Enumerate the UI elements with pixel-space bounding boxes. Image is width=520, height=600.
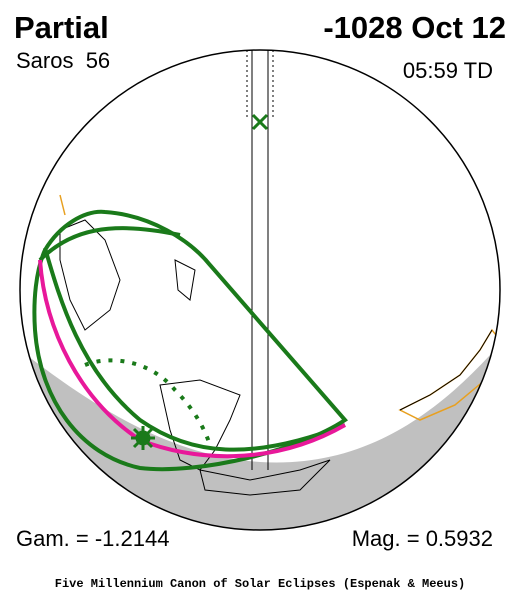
greatest-eclipse-marker — [131, 426, 155, 450]
coastline — [399, 329, 493, 411]
credit: Five Millennium Canon of Solar Eclipses … — [55, 577, 465, 591]
coastline — [59, 219, 331, 496]
dotted-limit — [84, 358, 212, 446]
globe-body — [20, 50, 500, 530]
coastline-day — [59, 194, 66, 216]
gamma: Gam. = -1.2144 — [16, 526, 169, 551]
penumbra-limit — [38, 226, 181, 262]
sub-solar-marker — [251, 113, 269, 131]
time: 05:59 TD — [403, 58, 493, 83]
globe-outline — [19, 49, 501, 531]
title: Partial — [14, 10, 109, 45]
penumbra-limit — [43, 247, 346, 452]
magnitude: Mag. = 0.5932 — [352, 526, 493, 551]
saros: Saros 56 — [16, 48, 110, 73]
penumbra-limit — [32, 209, 349, 472]
date: -1028 Oct 12 — [323, 10, 506, 45]
